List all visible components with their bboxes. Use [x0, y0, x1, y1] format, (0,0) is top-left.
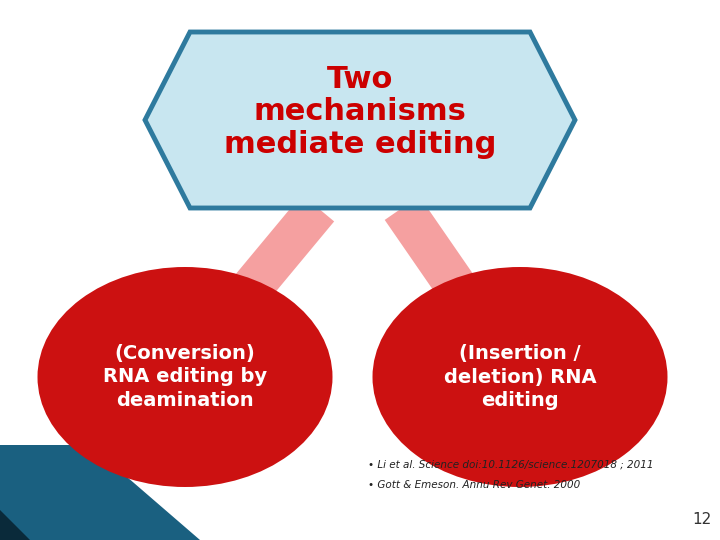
- FancyArrow shape: [384, 196, 503, 350]
- Text: 12: 12: [693, 512, 711, 528]
- Text: • Li et al. Science doi:10.1126/science.1207018 ; 2011: • Li et al. Science doi:10.1126/science.…: [368, 460, 654, 470]
- Polygon shape: [0, 445, 200, 540]
- FancyArrow shape: [200, 194, 334, 350]
- Ellipse shape: [37, 267, 333, 487]
- Ellipse shape: [372, 267, 667, 487]
- Text: (Insertion /
deletion) RNA
editing: (Insertion / deletion) RNA editing: [444, 344, 596, 410]
- Text: • Gott & Emeson. Annu Rev Genet. 2000: • Gott & Emeson. Annu Rev Genet. 2000: [368, 480, 580, 490]
- Polygon shape: [0, 510, 30, 540]
- Text: (Conversion)
RNA editing by
deamination: (Conversion) RNA editing by deamination: [103, 344, 267, 410]
- Polygon shape: [145, 32, 575, 208]
- Text: Two
mechanisms
mediate editing: Two mechanisms mediate editing: [224, 65, 496, 159]
